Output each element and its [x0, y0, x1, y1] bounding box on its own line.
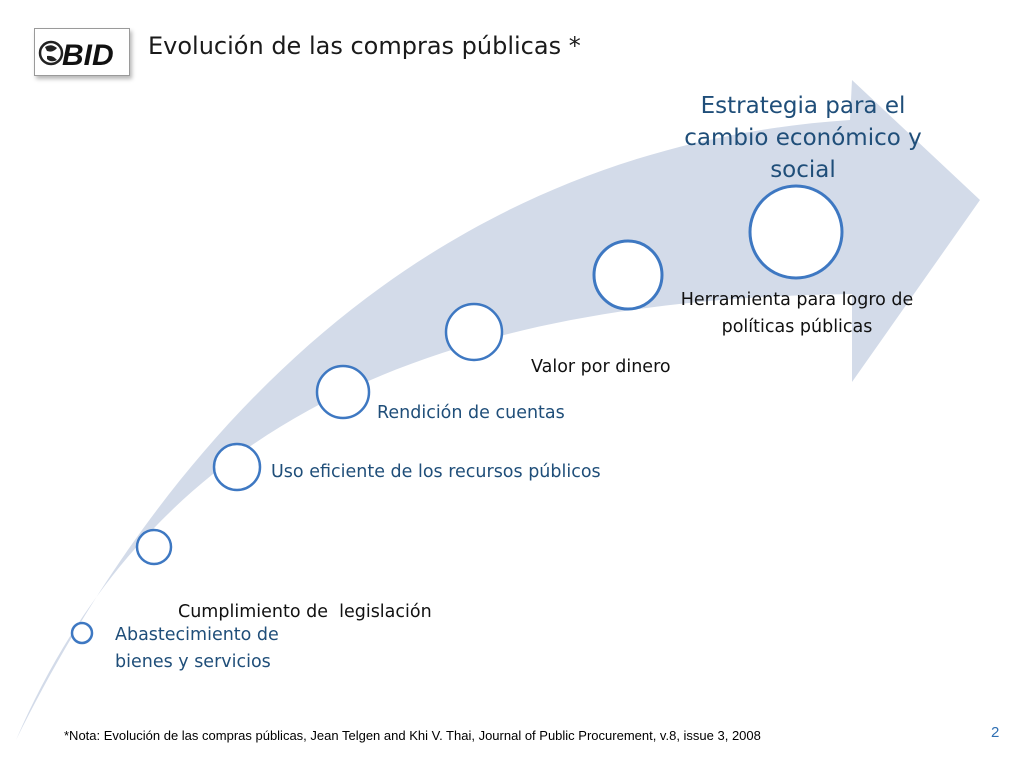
stage-label-line: bienes y servicios [115, 652, 271, 672]
stage-label-line: Valor por dinero [531, 357, 671, 377]
stage-label-rendicion: Rendición de cuentas [377, 400, 565, 427]
page-number: 2 [991, 724, 1000, 741]
footnote: *Nota: Evolución de las compras públicas… [64, 728, 761, 743]
stage-label-line: Uso eficiente de los recursos públicos [271, 462, 601, 482]
stage-label-line: Rendición de cuentas [377, 403, 565, 423]
stage-circle-valor [444, 302, 504, 362]
stage-circle-abastecimiento [70, 621, 94, 645]
stage-circle-rendicion [315, 364, 371, 420]
stage-label-cumplimiento: Cumplimiento de legislación [178, 545, 432, 653]
stage-circles [70, 184, 844, 645]
stage-label-estrategia: Estrategia para el cambio económico y so… [684, 93, 922, 183]
bid-logo-graphic: BID [38, 39, 114, 72]
stage-label-line: Cumplimiento de legislación [178, 602, 432, 622]
bid-logo: BID [34, 28, 130, 76]
stage-label-line: Abastecimiento de [115, 625, 279, 645]
globe-continents [45, 45, 57, 62]
page-title: Evolución de las compras públicas * [148, 32, 581, 60]
stage-circle-uso-eficiente [212, 442, 262, 492]
stage-label-uso-eficiente: Uso eficiente de los recursos públicos [271, 459, 601, 486]
stage-label-line: políticas públicas [721, 317, 873, 337]
stage-circle-estrategia [748, 184, 844, 280]
stage-label-line: Herramienta para logro de [680, 290, 914, 310]
logo-text: BID [62, 39, 114, 72]
stage-circle-herramienta [592, 239, 664, 311]
stage-circle-cumplimiento [135, 528, 173, 566]
progression-arrow [16, 80, 980, 740]
stage-label-abastecimiento: Abastecimiento de bienes y servicios [115, 622, 279, 676]
stage-label-herramienta: Herramienta para logro de políticas públ… [662, 287, 932, 341]
stage-label-valor: Valor por dinero [531, 354, 671, 381]
